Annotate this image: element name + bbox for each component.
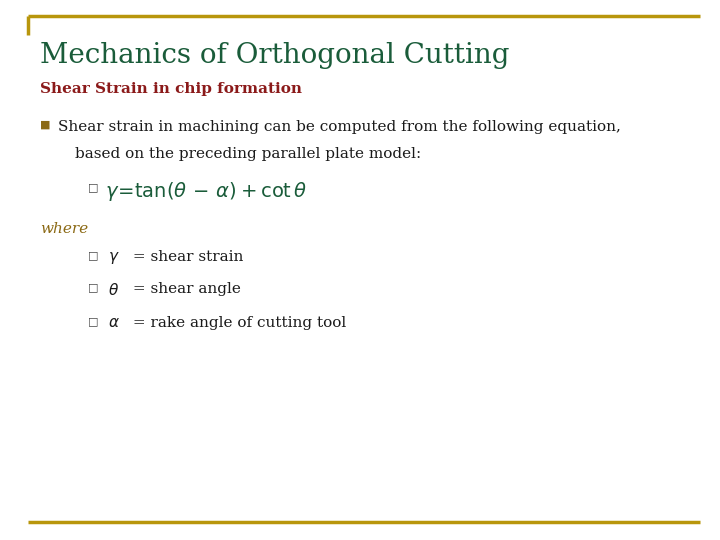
Text: = shear strain: = shear strain	[128, 250, 243, 264]
Text: $\theta$: $\theta$	[108, 282, 119, 298]
Text: where: where	[40, 222, 88, 236]
Text: ■: ■	[40, 120, 50, 130]
Text: $\gamma\!=\!\mathrm{tan}(\theta\,-\,\alpha)+\mathrm{cot}\,\theta$: $\gamma\!=\!\mathrm{tan}(\theta\,-\,\alp…	[105, 180, 307, 203]
Text: □: □	[88, 182, 99, 192]
Text: □: □	[88, 282, 99, 292]
Text: Mechanics of Orthogonal Cutting: Mechanics of Orthogonal Cutting	[40, 42, 510, 69]
Text: Shear strain in machining can be computed from the following equation,: Shear strain in machining can be compute…	[58, 120, 621, 134]
Text: = rake angle of cutting tool: = rake angle of cutting tool	[128, 316, 346, 330]
Text: Shear Strain in chip formation: Shear Strain in chip formation	[40, 82, 302, 96]
Text: $\alpha$: $\alpha$	[108, 316, 120, 330]
Text: □: □	[88, 316, 99, 326]
Text: $\gamma$: $\gamma$	[108, 250, 120, 266]
Text: = shear angle: = shear angle	[128, 282, 241, 296]
Text: based on the preceding parallel plate model:: based on the preceding parallel plate mo…	[75, 147, 421, 161]
Text: □: □	[88, 250, 99, 260]
